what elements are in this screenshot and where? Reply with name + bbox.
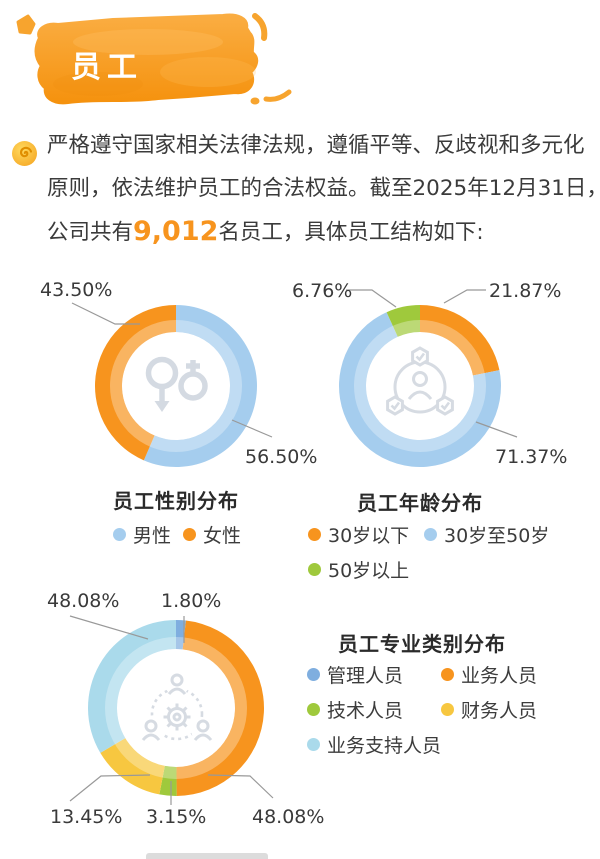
donut-segment	[100, 738, 165, 795]
donut-segment	[176, 620, 265, 796]
brush-shade	[53, 72, 143, 96]
profession-legend: 管理人员 业务人员 技术人员 财务人员 业务支持人员	[307, 661, 537, 758]
profession-donut	[88, 620, 265, 796]
legend-label: 30岁至50岁	[444, 525, 550, 547]
prof-business-pct: 48.08%	[252, 806, 325, 828]
legend-dot	[307, 668, 320, 681]
splash-swoosh-icon	[263, 89, 292, 102]
legend-label: 财务人员	[461, 700, 538, 722]
legend-dot	[308, 563, 321, 576]
legend-item-business: 业务人员	[441, 661, 537, 688]
intro-line-2: 原则，依法维护员工的合法权益。截至2025年12月31日，	[47, 176, 600, 201]
legend-item-support: 业务支持人员	[307, 731, 537, 758]
legend-dot	[441, 703, 454, 716]
legend-label: 女性	[203, 525, 242, 547]
donut-segment	[420, 305, 500, 376]
splash-crescent-icon	[252, 13, 268, 41]
legend-label: 技术人员	[327, 700, 404, 722]
donut-segment	[338, 312, 501, 468]
brush-highlight-2	[160, 57, 256, 87]
age-over50-pct: 6.76%	[292, 280, 353, 302]
age-legend: 30岁以下 30岁至50岁 50岁以上	[308, 521, 549, 583]
brush-highlight	[73, 29, 223, 55]
prof-support-pct: 48.08%	[47, 590, 120, 612]
legend-item-management: 管理人员	[307, 661, 441, 688]
leader-lines	[69, 289, 518, 805]
legend-dot	[113, 528, 126, 541]
gender-chart-title: 员工性别分布	[113, 489, 239, 513]
prof-finance-pct: 13.45%	[50, 806, 123, 828]
legend-item-technical: 技术人员	[307, 696, 441, 723]
legend-dot	[307, 703, 320, 716]
legend-item-under30: 30岁以下	[308, 521, 424, 548]
legend-dot	[307, 738, 320, 751]
next-section-edge	[146, 853, 268, 859]
intro-line-3: 公司共有9,012名员工，具体员工结构如下:	[47, 210, 587, 254]
age-chart-title: 员工年龄分布	[357, 491, 483, 515]
legend-dot	[308, 528, 321, 541]
person-badge-icon	[386, 346, 454, 416]
gender-donut	[94, 304, 257, 467]
age-donut	[338, 305, 501, 468]
donut-inner-highlight	[354, 320, 486, 452]
gender-female-pct: 43.50%	[40, 279, 113, 301]
legend-dot	[183, 528, 197, 541]
donut-segment	[159, 765, 177, 796]
intro-line-3-prefix: 公司共有	[47, 220, 134, 245]
donut-inner-highlight	[105, 637, 247, 779]
intro-line-3-suffix: 名员工，具体员工结构如下:	[218, 220, 484, 245]
donut-segment	[143, 305, 257, 467]
donut-segment	[386, 305, 420, 337]
legend-label: 业务人员	[461, 665, 538, 687]
employee-count: 9,012	[133, 216, 219, 247]
legend-item-over50: 50岁以上	[308, 556, 424, 583]
splash-dot-icon	[250, 97, 260, 105]
spiral-bullet-icon	[12, 141, 37, 166]
legend-item-finance: 财务人员	[441, 696, 537, 723]
age-30to50-pct: 71.37%	[495, 446, 568, 468]
legend-dot	[424, 528, 437, 541]
legend-item-female: 女性	[183, 521, 241, 548]
gender-legend: 男性 女性	[113, 521, 241, 548]
gender-icon	[145, 356, 208, 412]
legend-item-30to50: 30岁至50岁	[424, 521, 549, 548]
intro-line-1: 严格遵守国家相关法律法规，遵循平等、反歧视和多元化	[47, 133, 585, 158]
legend-label: 管理人员	[327, 665, 404, 687]
legend-label: 男性	[133, 525, 172, 547]
legend-item-male: 男性	[113, 521, 171, 548]
legend-label: 50岁以上	[328, 560, 410, 582]
gender-male-pct: 56.50%	[245, 446, 318, 468]
donut-inner-highlight	[110, 320, 242, 452]
profession-chart-title: 员工专业类别分布	[338, 632, 506, 656]
donut-segment	[94, 304, 176, 461]
section-banner-brush	[16, 13, 292, 105]
intro-paragraph: 严格遵守国家相关法律法规，遵循平等、反歧视和多元化 原则，依法维护员工的合法权益…	[47, 124, 600, 254]
legend-label: 业务支持人员	[327, 735, 442, 757]
age-under30-pct: 21.87%	[489, 280, 562, 302]
team-gear-icon	[139, 672, 215, 742]
prof-management-pct: 1.80%	[161, 590, 222, 612]
section-title: 员工	[71, 50, 143, 85]
prof-technical-pct: 3.15%	[146, 806, 207, 828]
donut-segment	[88, 620, 176, 753]
legend-dot	[441, 668, 454, 681]
brush-stroke	[34, 13, 259, 105]
legend-label: 30岁以下	[328, 525, 410, 547]
splash-blob-icon	[16, 14, 36, 35]
